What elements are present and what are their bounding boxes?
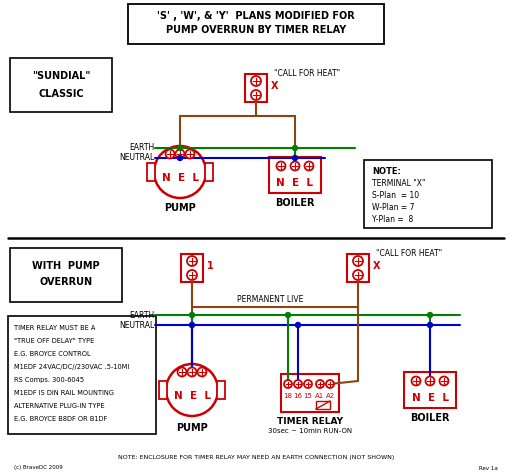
Circle shape [286,313,290,317]
Circle shape [305,161,313,170]
Text: EARTH: EARTH [129,143,154,152]
Bar [364,160,492,228]
Text: PUMP: PUMP [164,203,196,213]
Circle shape [189,313,195,317]
Text: N  E  L: N E L [412,393,449,403]
Bar [217,381,225,399]
Bar [245,74,267,102]
Text: N  E  L: N E L [174,391,210,401]
Circle shape [251,76,261,86]
Bar [281,374,339,412]
Circle shape [304,380,312,388]
Bar [8,316,156,434]
Bar [347,254,369,282]
Bar [404,372,456,408]
Circle shape [178,156,182,160]
Circle shape [276,161,286,170]
Text: W-Plan = 7: W-Plan = 7 [372,204,415,212]
Circle shape [198,367,206,377]
Text: "SUNDIAL": "SUNDIAL" [32,71,90,81]
Text: EARTH: EARTH [129,310,154,319]
Circle shape [412,377,420,386]
Circle shape [185,149,195,159]
Circle shape [425,377,435,386]
Text: 16: 16 [293,393,303,399]
Circle shape [165,149,175,159]
Text: CLASSIC: CLASSIC [38,89,84,99]
Circle shape [166,364,218,416]
Circle shape [251,90,261,100]
Circle shape [353,256,363,266]
Circle shape [284,380,292,388]
Text: "TRUE OFF DELAY" TYPE: "TRUE OFF DELAY" TYPE [14,338,94,344]
Circle shape [428,313,433,317]
Text: Y-Plan =  8: Y-Plan = 8 [372,216,413,225]
Text: A1: A1 [315,393,325,399]
Circle shape [428,323,433,327]
Circle shape [316,380,324,388]
Text: "CALL FOR HEAT": "CALL FOR HEAT" [274,69,340,79]
Text: Rev 1a: Rev 1a [479,466,498,470]
Circle shape [439,377,449,386]
Text: PERMANENT LIVE: PERMANENT LIVE [237,296,303,305]
Bar [159,381,167,399]
Bar [205,163,213,181]
Bar [316,401,330,409]
Circle shape [292,146,297,150]
Text: PUMP OVERRUN BY TIMER RELAY: PUMP OVERRUN BY TIMER RELAY [166,25,346,35]
Circle shape [178,367,186,377]
Circle shape [178,146,182,150]
Text: TIMER RELAY: TIMER RELAY [277,416,343,426]
Circle shape [187,256,197,266]
Text: ALTERNATIVE PLUG-IN TYPE: ALTERNATIVE PLUG-IN TYPE [14,403,104,409]
Text: NOTE: ENCLOSURE FOR TIMER RELAY MAY NEED AN EARTH CONNECTION (NOT SHOWN): NOTE: ENCLOSURE FOR TIMER RELAY MAY NEED… [118,456,394,460]
Circle shape [176,149,184,159]
Text: BOILER: BOILER [410,413,450,423]
Text: "CALL FOR HEAT": "CALL FOR HEAT" [376,249,442,258]
Text: OVERRUN: OVERRUN [39,277,93,287]
Circle shape [187,270,197,280]
Text: 30sec ~ 10min RUN-ON: 30sec ~ 10min RUN-ON [268,428,352,434]
Text: BOILER: BOILER [275,198,315,208]
Text: (c) BraveDC 2009: (c) BraveDC 2009 [14,466,63,470]
Text: S-Plan  = 10: S-Plan = 10 [372,191,419,200]
Circle shape [290,161,300,170]
Bar [10,58,112,112]
Text: X: X [271,81,279,91]
Bar [269,157,321,193]
Text: E.G. BROYCE B8DF OR B1DF: E.G. BROYCE B8DF OR B1DF [14,416,107,422]
Text: M1EDF IS DIN RAIL MOUNTING: M1EDF IS DIN RAIL MOUNTING [14,390,114,396]
Text: WITH  PUMP: WITH PUMP [32,261,100,271]
Circle shape [294,380,302,388]
Circle shape [154,146,206,198]
Text: A2: A2 [326,393,334,399]
Circle shape [189,323,195,327]
Text: NEUTRAL: NEUTRAL [119,153,154,162]
Bar [147,163,155,181]
Circle shape [292,156,297,160]
Text: 1: 1 [207,261,214,271]
Text: 18: 18 [284,393,292,399]
Circle shape [353,270,363,280]
Text: TIMER RELAY MUST BE A: TIMER RELAY MUST BE A [14,325,95,331]
Text: NEUTRAL: NEUTRAL [119,320,154,329]
Text: 'S' , 'W', & 'Y'  PLANS MODIFIED FOR: 'S' , 'W', & 'Y' PLANS MODIFIED FOR [157,11,355,21]
Text: N  E  L: N E L [161,173,199,183]
Text: N  E  L: N E L [276,178,313,188]
Bar [181,254,203,282]
Circle shape [326,380,334,388]
Bar [128,4,384,44]
Text: X: X [373,261,380,271]
Bar [10,248,122,302]
Circle shape [187,367,197,377]
Text: M1EDF 24VAC/DC//230VAC .5-10MI: M1EDF 24VAC/DC//230VAC .5-10MI [14,364,129,370]
Circle shape [295,323,301,327]
Text: E.G. BROYCE CONTROL: E.G. BROYCE CONTROL [14,351,91,357]
Text: TERMINAL "X": TERMINAL "X" [372,179,425,188]
Text: PUMP: PUMP [176,423,208,433]
Text: RS Comps. 300-6045: RS Comps. 300-6045 [14,377,84,383]
Text: NOTE:: NOTE: [372,168,401,177]
Text: 15: 15 [304,393,312,399]
